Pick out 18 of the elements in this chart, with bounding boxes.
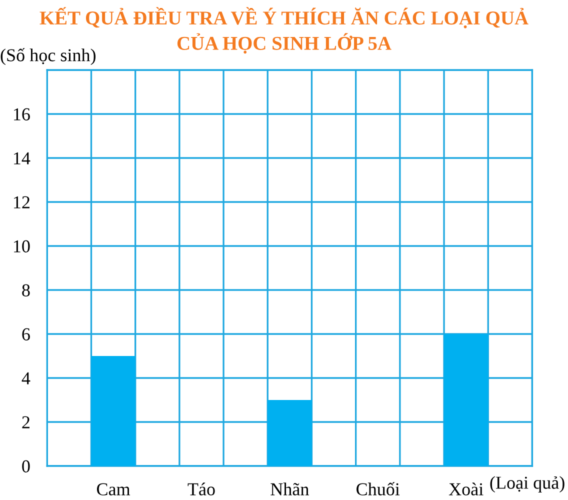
x-axis-title: (Loại quả) [490, 476, 564, 492]
y-tick-label: 6 [22, 328, 30, 340]
y-tick-label: 0 [22, 460, 30, 472]
y-tick-label: 12 [14, 196, 30, 208]
y-tick-label: 8 [22, 284, 30, 296]
y-tick-label: 4 [22, 372, 30, 384]
y-tick-label: 10 [14, 240, 30, 252]
bar [444, 334, 488, 466]
y-tick-label: 2 [22, 416, 30, 428]
x-tick-label: Nhãn [270, 482, 309, 496]
x-tick-label: Cam [96, 483, 130, 496]
bar [268, 400, 312, 466]
x-tick-label: Táo [188, 482, 215, 496]
y-tick-label: 16 [14, 108, 30, 120]
bar [91, 356, 136, 466]
x-tick-label: Xoài [448, 482, 484, 496]
x-tick-label: Chuối [356, 482, 400, 496]
y-tick-label: 14 [14, 152, 30, 164]
